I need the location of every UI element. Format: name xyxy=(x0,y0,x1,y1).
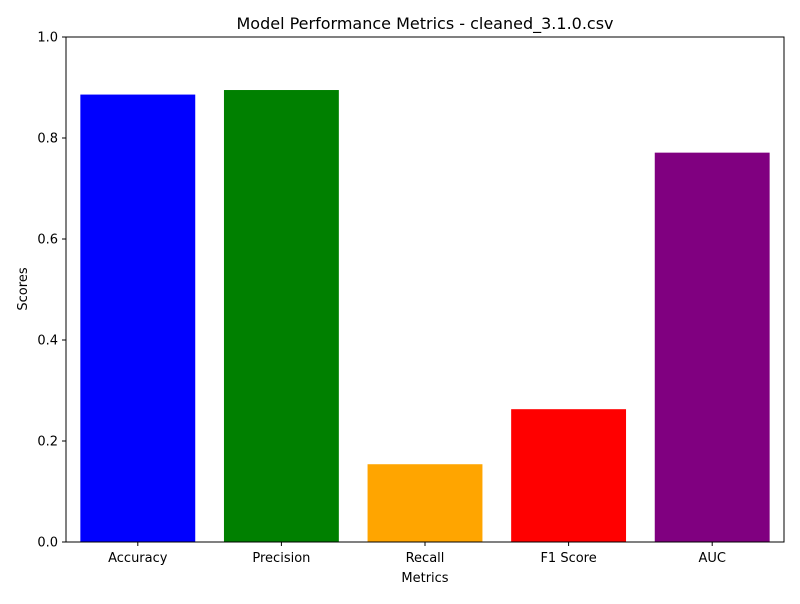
x-tick-label: Recall xyxy=(406,551,445,566)
bar-f1-score xyxy=(511,409,627,542)
x-tick-label: Precision xyxy=(252,551,310,566)
bar-recall xyxy=(367,464,483,542)
y-axis: 0.0 0.2 0.4 0.6 0.8 1.0 xyxy=(37,31,66,551)
bars-group xyxy=(80,90,770,543)
y-axis-label: Scores xyxy=(16,267,31,310)
y-tick-label: 0.6 xyxy=(37,233,58,248)
y-tick-label: 0.0 xyxy=(37,536,58,551)
bar-accuracy xyxy=(80,94,196,542)
y-tick-label: 0.2 xyxy=(37,435,58,450)
y-tick-label: 0.4 xyxy=(37,334,58,349)
chart-title: Model Performance Metrics - cleaned_3.1.… xyxy=(236,14,613,34)
bar-auc xyxy=(654,152,770,542)
y-tick-label: 0.8 xyxy=(37,132,58,147)
x-tick-label: AUC xyxy=(698,551,726,566)
x-tick-label: Accuracy xyxy=(108,551,168,566)
x-tick-label: F1 Score xyxy=(540,551,596,566)
plot-frame xyxy=(65,36,785,543)
y-tick-label: 1.0 xyxy=(37,31,58,46)
bar-precision xyxy=(223,90,339,543)
x-axis: Accuracy Precision Recall F1 Score AUC xyxy=(108,542,726,566)
x-axis-label: Metrics xyxy=(401,571,448,586)
